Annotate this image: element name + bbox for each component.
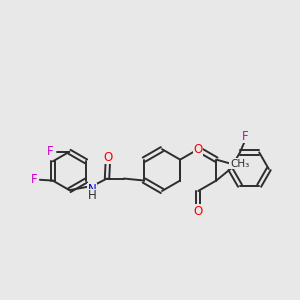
Text: N: N [88, 183, 97, 196]
Text: O: O [194, 205, 203, 218]
Text: F: F [31, 173, 37, 186]
Text: CH₃: CH₃ [230, 159, 249, 169]
Text: H: H [88, 189, 97, 202]
Text: F: F [242, 130, 248, 143]
Text: F: F [47, 145, 54, 158]
Text: O: O [103, 151, 112, 164]
Text: O: O [194, 143, 203, 156]
